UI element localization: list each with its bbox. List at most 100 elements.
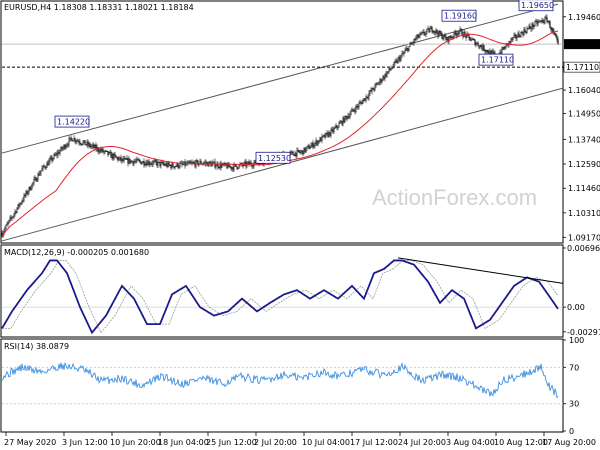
candle-body (27, 191, 29, 195)
candle-body (153, 161, 155, 163)
candle-body (408, 46, 410, 52)
candle-body (405, 48, 407, 51)
candle-body (362, 100, 364, 104)
candle-body (348, 115, 350, 118)
candle-body (194, 162, 196, 167)
candle-body (141, 162, 143, 165)
candle-body (368, 93, 370, 98)
candle-body (133, 161, 135, 165)
time-tick-label: 10 Jul 04:00 (302, 438, 350, 447)
candle-body (470, 39, 472, 42)
candle-body (394, 61, 396, 63)
candle-body (140, 161, 142, 165)
candle-body (115, 155, 117, 158)
candle-body (473, 39, 475, 41)
candle-body (214, 161, 216, 168)
candle-body (489, 50, 491, 54)
candle-body (456, 33, 458, 36)
candle-body (347, 115, 349, 119)
candle-body (113, 154, 115, 159)
candle-body (305, 148, 307, 152)
candle-body (379, 79, 381, 83)
candle-body (72, 140, 74, 142)
candle-body (102, 148, 104, 153)
candle-body (417, 34, 419, 38)
candle-body (418, 35, 420, 38)
candle-body (328, 132, 330, 137)
candle-body (548, 21, 550, 23)
candle-body (310, 145, 312, 148)
candle-body (435, 29, 437, 33)
candle-body (88, 143, 90, 146)
candle-body (486, 50, 488, 52)
candle-body (532, 23, 534, 28)
candle-body (57, 151, 59, 156)
candle-body (549, 21, 551, 29)
candle-body (28, 187, 30, 193)
candle-body (14, 211, 16, 215)
candle-body (320, 137, 322, 142)
candle-body (369, 90, 371, 94)
candle-body (23, 194, 25, 201)
candle-body (307, 145, 309, 147)
candle-body (66, 144, 68, 147)
candle-body (188, 161, 190, 163)
candle-body (22, 199, 24, 202)
current-price-tag (564, 39, 600, 50)
candle-body (235, 164, 237, 167)
candle-body (299, 151, 301, 153)
candle-body (406, 48, 408, 50)
candle-body (535, 20, 537, 23)
candle-body (37, 173, 39, 180)
candle-body (51, 157, 53, 161)
candle-body (233, 164, 235, 170)
candle-body (459, 28, 461, 32)
candle-body (434, 31, 436, 33)
candle-body (388, 68, 390, 72)
candle-body (159, 161, 161, 166)
candle-body (13, 213, 15, 217)
candle-body (158, 161, 160, 163)
candle-body (147, 161, 149, 166)
candle-body (144, 164, 146, 166)
candle-body (502, 47, 504, 50)
candle-body (179, 163, 181, 168)
macd-tick-label: -0.002913 (567, 328, 600, 337)
candle-body (114, 154, 116, 156)
candle-body (387, 71, 389, 73)
candle-body (476, 42, 478, 45)
candle-body (9, 217, 11, 221)
candle-body (232, 167, 234, 170)
candle-body (396, 60, 398, 63)
candle-body (439, 30, 441, 35)
candle-body (177, 163, 179, 168)
candle-body (87, 141, 89, 146)
candle-body (47, 162, 49, 166)
rsi-tick-label: 100 (569, 336, 584, 345)
candle-body (430, 27, 432, 30)
candle-body (210, 162, 212, 167)
candle-body (11, 217, 13, 219)
candle-body (415, 37, 417, 41)
watermark: ActionForex.com (372, 185, 537, 210)
candle-body (414, 39, 416, 41)
candle-body (18, 204, 20, 207)
candle-body (531, 23, 533, 29)
candle-body (428, 28, 430, 33)
candle-body (386, 72, 388, 77)
candle-body (254, 160, 256, 164)
candle-body (383, 76, 385, 79)
candle-body (454, 31, 456, 34)
candle-body (154, 160, 156, 162)
time-tick-label: 24 Jul 20:00 (398, 438, 446, 447)
candle-body (483, 45, 485, 51)
candle-body (43, 165, 45, 167)
candle-body (477, 42, 479, 47)
candle-body (150, 163, 152, 165)
candle-body (315, 140, 317, 144)
candle-body (433, 31, 435, 33)
candle-body (302, 150, 304, 155)
candle-body (157, 161, 159, 166)
time-tick-label: 18 Jun 04:00 (158, 438, 209, 447)
candle-body (75, 141, 77, 143)
